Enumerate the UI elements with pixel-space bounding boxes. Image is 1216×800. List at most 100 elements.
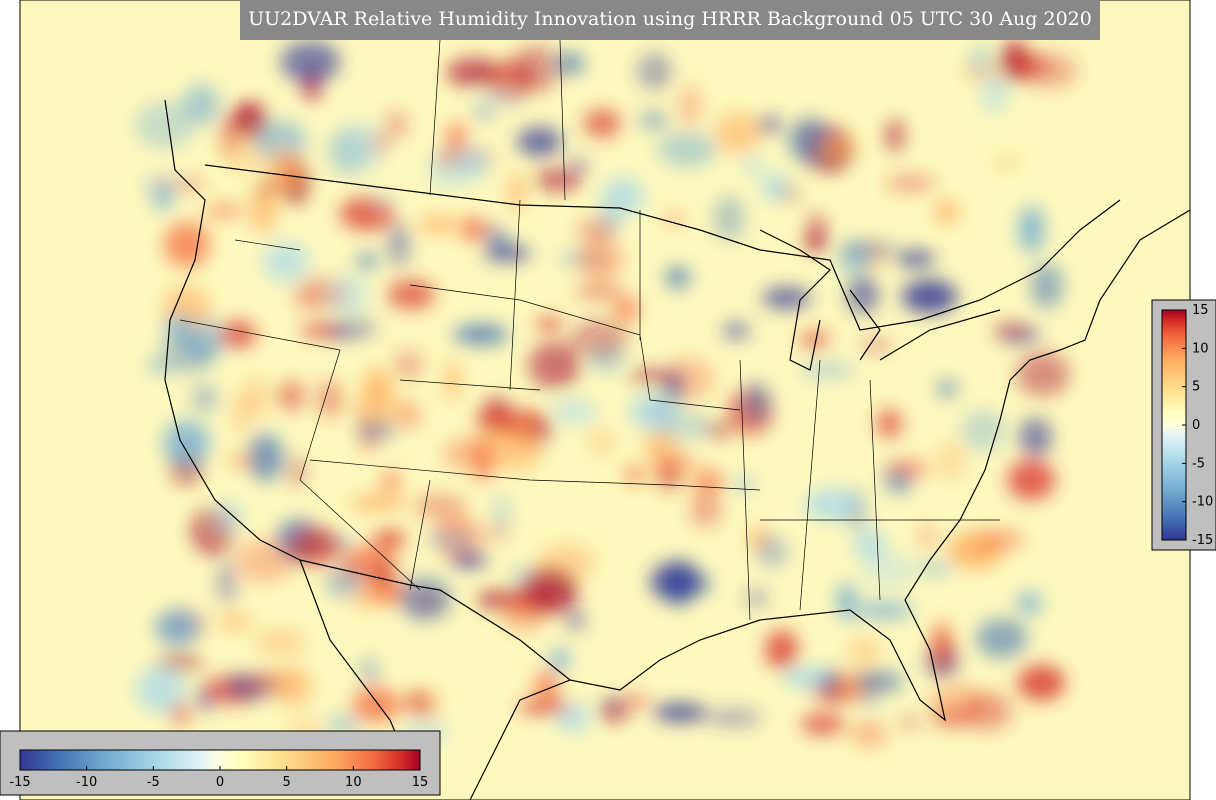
humidity-blob — [507, 172, 527, 211]
humidity-blob — [1007, 459, 1056, 501]
border — [204, 164, 1121, 681]
humidity-blob — [151, 186, 174, 211]
humidity-blob — [268, 148, 303, 194]
humidity-blob — [528, 341, 581, 390]
humidity-blob — [629, 394, 679, 430]
humidity-blob — [898, 716, 921, 730]
humidity-blob — [650, 561, 703, 602]
humidity-blob — [638, 111, 670, 130]
humidity-blob — [182, 84, 220, 125]
humidity-blob — [473, 105, 494, 120]
humidity-blob — [417, 215, 459, 235]
humidity-blob — [757, 116, 781, 134]
humidity-field — [135, 40, 1078, 749]
humidity-blob — [316, 380, 345, 419]
humidity-blob — [780, 184, 799, 204]
colorbar-tick-label: -5 — [147, 775, 160, 790]
humidity-blob — [788, 117, 832, 164]
humidity-blob — [568, 158, 590, 173]
humidity-blob — [349, 494, 407, 511]
humidity-blob — [835, 256, 874, 273]
humidity-blob — [914, 561, 955, 575]
humidity-blob — [555, 52, 585, 75]
humidity-blob — [677, 85, 702, 128]
humidity-blob — [762, 287, 811, 309]
colorbar-tick-label: 0 — [1192, 418, 1200, 433]
humidity-blob — [799, 330, 830, 350]
humidity-blob — [492, 494, 511, 534]
humidity-blob — [135, 665, 185, 714]
humidity-blob — [521, 567, 578, 614]
humidity-blob — [975, 528, 1025, 552]
humidity-blob — [249, 186, 278, 234]
humidity-blob — [690, 490, 722, 528]
humidity-blob — [191, 383, 219, 413]
humidity-blob — [243, 377, 270, 418]
humidity-blob — [363, 366, 387, 409]
humidity-blob — [571, 319, 629, 358]
humidity-blob — [800, 713, 845, 735]
humidity-blob — [975, 618, 1028, 659]
great-lakes — [759, 229, 1001, 371]
humidity-blob — [885, 118, 905, 153]
humidity-blob — [992, 321, 1029, 338]
colorbar-tick-label: 0 — [216, 775, 224, 790]
humidity-blob — [254, 120, 307, 162]
humidity-blob — [398, 402, 421, 429]
colorbar-tick-label: 15 — [412, 775, 429, 790]
humidity-blob — [885, 176, 936, 191]
humidity-blob — [756, 535, 788, 567]
humidity-blob — [213, 500, 244, 532]
humidity-blob — [276, 381, 306, 411]
humidity-blob — [1016, 591, 1043, 615]
humidity-blob — [323, 325, 358, 341]
humidity-blob — [537, 317, 562, 331]
humidity-blob — [274, 666, 313, 708]
humidity-blob — [163, 420, 210, 467]
title-box — [240, 0, 1100, 40]
humidity-blob — [741, 155, 765, 175]
humidity-blob — [722, 322, 750, 340]
humidity-blob — [934, 199, 959, 224]
humidity-blob — [859, 339, 893, 352]
humidity-blob — [159, 332, 214, 374]
humidity-blob — [918, 522, 937, 552]
colorbar-tick-label: 15 — [1192, 303, 1209, 318]
humidity-blob — [969, 45, 992, 76]
humidity-blob — [254, 628, 306, 656]
humidity-blob — [476, 408, 514, 432]
humidity-blob — [583, 109, 621, 138]
humidity-blob — [204, 204, 244, 218]
humidity-blob — [931, 620, 953, 665]
humidity-blob — [534, 670, 559, 702]
humidity-blob — [1030, 263, 1064, 309]
humidity-blob — [231, 101, 268, 139]
colorbar-tick-label: 5 — [1192, 380, 1200, 395]
humidity-blob — [219, 320, 257, 348]
humidity-blob — [356, 252, 379, 271]
humidity-blob — [705, 708, 762, 728]
humidity-blob — [479, 92, 525, 106]
humidity-blob — [980, 74, 1009, 114]
humidity-blob — [657, 132, 717, 167]
humidity-blob — [765, 629, 799, 671]
humidity-blob — [1017, 664, 1066, 701]
humidity-blob — [963, 691, 1013, 731]
humidity-blob — [446, 57, 501, 88]
humidity-blob — [743, 381, 771, 423]
state-lines — [179, 39, 1000, 621]
humidity-blob — [235, 538, 294, 583]
humidity-blob — [733, 478, 754, 491]
humidity-blob — [782, 667, 836, 689]
humidity-blob — [665, 266, 690, 289]
boundaries — [164, 39, 1190, 800]
humidity-blob — [453, 324, 509, 345]
humidity-blob — [901, 279, 958, 314]
humidity-blob — [484, 424, 544, 471]
humidity-blob — [280, 40, 341, 84]
humidity-blob — [961, 409, 1006, 452]
humidity-blob — [444, 360, 461, 402]
colorbar-tick-label: 5 — [283, 775, 291, 790]
humidity-blob — [799, 362, 856, 379]
